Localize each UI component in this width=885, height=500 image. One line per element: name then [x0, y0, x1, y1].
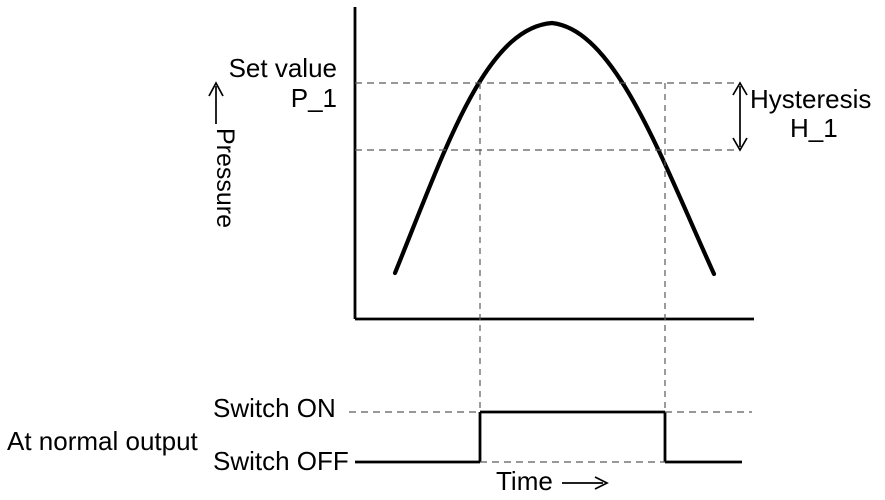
- svg-text:Switch ON: Switch ON: [213, 393, 336, 423]
- svg-text:At normal output: At normal output: [7, 426, 199, 456]
- svg-text:Switch OFF: Switch OFF: [213, 446, 349, 476]
- svg-text:Hysteresis: Hysteresis: [750, 84, 871, 114]
- svg-text:Set value: Set value: [229, 53, 337, 83]
- svg-text:Pressure: Pressure: [211, 128, 239, 228]
- svg-text:P_1: P_1: [291, 83, 337, 113]
- svg-text:Time: Time: [496, 466, 553, 496]
- svg-text:H_1: H_1: [790, 113, 838, 143]
